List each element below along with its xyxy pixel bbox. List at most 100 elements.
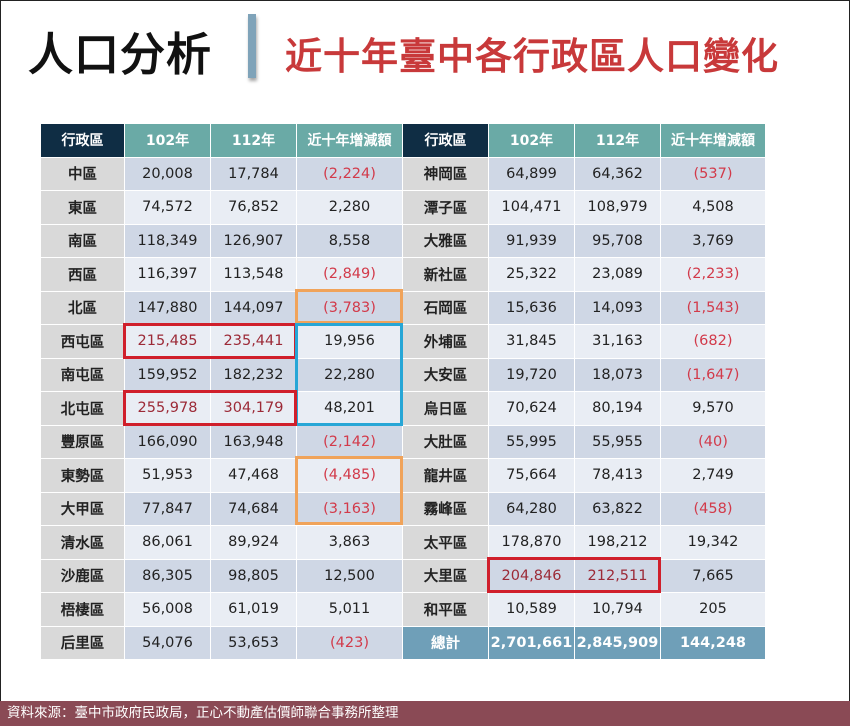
population-change: 8,558 [296, 223, 403, 258]
population-112: 78,413 [574, 458, 661, 493]
district-name: 豐原區 [40, 424, 125, 459]
table-row: 東區 74,572 76,852 2,280 潭子區 104,471 108,9… [40, 190, 766, 225]
population-102: 204,846 [488, 558, 575, 593]
district-name: 神岡區 [402, 156, 489, 191]
population-112: 98,805 [210, 558, 297, 593]
population-change: (2,224) [296, 156, 403, 191]
table-header-row: 行政區 102年 112年 近十年增減額 行政區 102年 112年 近十年增減… [40, 123, 766, 158]
population-102: 70,624 [488, 391, 575, 426]
total-112: 2,845,909 [574, 625, 661, 660]
total-102: 2,701,661 [488, 625, 575, 660]
population-102: 147,880 [124, 290, 211, 325]
population-change: (2,142) [296, 424, 403, 459]
population-change: (40) [660, 424, 766, 459]
population-112: 304,179 [210, 391, 297, 426]
district-name: 東區 [40, 190, 125, 225]
population-102: 159,952 [124, 357, 211, 392]
population-102: 20,008 [124, 156, 211, 191]
population-change: 19,956 [296, 324, 403, 359]
district-name: 龍井區 [402, 458, 489, 493]
district-name: 大甲區 [40, 491, 125, 526]
table-row: 南屯區 159,952 182,232 22,280 大安區 19,720 18… [40, 357, 766, 392]
population-112: 47,468 [210, 458, 297, 493]
page-title: 人口分析 [28, 28, 213, 81]
population-112: 163,948 [210, 424, 297, 459]
population-102: 56,008 [124, 592, 211, 627]
table-row: 中區 20,008 17,784 (2,224) 神岡區 64,899 64,3… [40, 156, 766, 191]
population-change: 3,769 [660, 223, 766, 258]
population-change: (3,783) [296, 290, 403, 325]
population-102: 91,939 [488, 223, 575, 258]
population-112: 126,907 [210, 223, 297, 258]
table-row: 北屯區 255,978 304,179 48,201 烏日區 70,624 80… [40, 391, 766, 426]
district-name: 大里區 [402, 558, 489, 593]
district-name: 南屯區 [40, 357, 125, 392]
table-row: 西區 116,397 113,548 (2,849) 新社區 25,322 23… [40, 257, 766, 292]
page-subtitle: 近十年臺中各行政區人口變化 [285, 35, 779, 78]
column-header-112: 112年 [210, 123, 297, 158]
population-change: 12,500 [296, 558, 403, 593]
district-name: 北區 [40, 290, 125, 325]
population-102: 86,305 [124, 558, 211, 593]
population-102: 86,061 [124, 525, 211, 560]
total-label: 總計 [402, 625, 489, 660]
population-table: 行政區 102年 112年 近十年增減額 行政區 102年 112年 近十年增減… [40, 123, 766, 660]
table-row: 沙鹿區 86,305 98,805 12,500 大里區 204,846 212… [40, 558, 766, 593]
population-change: (2,233) [660, 257, 766, 292]
population-112: 198,212 [574, 525, 661, 560]
district-name: 中區 [40, 156, 125, 191]
population-change: (1,647) [660, 357, 766, 392]
column-header-district: 行政區 [40, 123, 125, 158]
population-102: 215,485 [124, 324, 211, 359]
population-102: 10,589 [488, 592, 575, 627]
population-102: 118,349 [124, 223, 211, 258]
population-112: 89,924 [210, 525, 297, 560]
population-change: 2,749 [660, 458, 766, 493]
population-change: (682) [660, 324, 766, 359]
column-header-102: 102年 [124, 123, 211, 158]
population-112: 144,097 [210, 290, 297, 325]
population-change: 2,280 [296, 190, 403, 225]
district-name: 東勢區 [40, 458, 125, 493]
district-name: 外埔區 [402, 324, 489, 359]
population-change: (2,849) [296, 257, 403, 292]
population-102: 75,664 [488, 458, 575, 493]
district-name: 清水區 [40, 525, 125, 560]
population-change: 4,508 [660, 190, 766, 225]
table-row: 清水區 86,061 89,924 3,863 太平區 178,870 198,… [40, 525, 766, 560]
district-name: 南區 [40, 223, 125, 258]
district-name: 太平區 [402, 525, 489, 560]
column-header-112: 112年 [574, 123, 661, 158]
population-change: (3,163) [296, 491, 403, 526]
district-name: 沙鹿區 [40, 558, 125, 593]
district-name: 西屯區 [40, 324, 125, 359]
district-name: 大雅區 [402, 223, 489, 258]
population-102: 25,322 [488, 257, 575, 292]
population-change: 9,570 [660, 391, 766, 426]
district-name: 北屯區 [40, 391, 125, 426]
population-112: 17,784 [210, 156, 297, 191]
population-112: 108,979 [574, 190, 661, 225]
table-row: 大甲區 77,847 74,684 (3,163) 霧峰區 64,280 63,… [40, 491, 766, 526]
population-change: 19,342 [660, 525, 766, 560]
table-row: 豐原區 166,090 163,948 (2,142) 大肚區 55,995 5… [40, 424, 766, 459]
population-102: 74,572 [124, 190, 211, 225]
population-102: 255,978 [124, 391, 211, 426]
population-change: (458) [660, 491, 766, 526]
population-change: 48,201 [296, 391, 403, 426]
population-112: 182,232 [210, 357, 297, 392]
population-112: 55,955 [574, 424, 661, 459]
population-112: 53,653 [210, 625, 297, 660]
population-102: 64,280 [488, 491, 575, 526]
population-change: (537) [660, 156, 766, 191]
population-102: 31,845 [488, 324, 575, 359]
source-footer: 資料來源：臺中市政府民政局，正心不動產估價師聯合事務所整理 [0, 701, 850, 726]
table-row: 西屯區 215,485 235,441 19,956 外埔區 31,845 31… [40, 324, 766, 359]
population-112: 18,073 [574, 357, 661, 392]
population-112: 235,441 [210, 324, 297, 359]
district-name: 西區 [40, 257, 125, 292]
population-change: 3,863 [296, 525, 403, 560]
district-name: 潭子區 [402, 190, 489, 225]
population-change: 205 [660, 592, 766, 627]
population-102: 116,397 [124, 257, 211, 292]
